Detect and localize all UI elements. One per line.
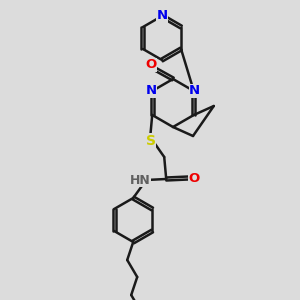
Text: N: N <box>189 85 200 98</box>
Text: HN: HN <box>130 173 151 187</box>
Text: S: S <box>146 134 156 148</box>
Text: N: N <box>156 10 168 22</box>
Text: O: O <box>189 172 200 184</box>
Text: O: O <box>146 58 157 71</box>
Text: N: N <box>146 85 157 98</box>
